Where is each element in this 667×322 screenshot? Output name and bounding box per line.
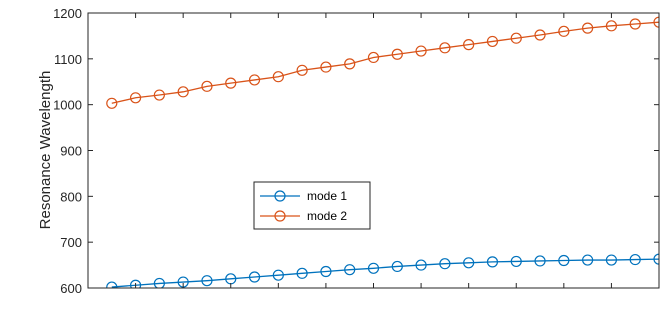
plot-area: [88, 13, 659, 288]
series-line-1: [111, 258, 659, 288]
data-point: [653, 16, 659, 28]
data-point: [296, 267, 308, 279]
data-point: [629, 253, 641, 266]
data-point: [510, 255, 522, 268]
data-point: [153, 277, 165, 288]
legend-box: [253, 181, 371, 230]
data-point: [344, 58, 356, 70]
data-point: [367, 51, 380, 64]
data-point: [367, 262, 380, 274]
data-point: [415, 259, 427, 271]
data-point: [582, 22, 594, 34]
data-point: [129, 279, 142, 288]
data-point: [439, 42, 451, 54]
legend-marker: [274, 210, 286, 222]
legend: mode 1 mode 2: [253, 181, 371, 230]
legend-label: mode 1: [307, 189, 347, 203]
data-point: [629, 18, 641, 30]
data-point: [320, 265, 332, 278]
data-point: [129, 92, 142, 104]
data-point: [272, 71, 284, 83]
data-point: [534, 255, 546, 267]
y-tick-label: 700: [60, 235, 82, 250]
data-point: [653, 253, 659, 265]
series-layer: [106, 16, 659, 288]
data-point: [225, 77, 237, 89]
data-point: [486, 35, 499, 48]
data-point: [439, 258, 451, 270]
data-point: [463, 39, 475, 51]
data-point: [486, 256, 499, 268]
data-point: [248, 271, 261, 283]
data-point: [153, 89, 165, 101]
data-point: [391, 48, 403, 60]
data-point: [106, 281, 118, 288]
data-point: [272, 269, 284, 281]
data-point: [558, 254, 570, 267]
y-tick-label: 900: [60, 144, 82, 159]
data-point: [534, 29, 546, 41]
data-point: [201, 275, 213, 287]
data-point: [201, 80, 213, 92]
data-point: [391, 260, 403, 273]
data-point: [415, 45, 427, 57]
data-point: [177, 86, 189, 98]
data-point: [248, 74, 261, 86]
y-axis-label: Resonance Wavelength: [37, 71, 54, 230]
data-point: [106, 97, 118, 109]
y-tick-label: 800: [60, 189, 82, 204]
data-point: [605, 254, 618, 266]
data-point: [296, 64, 308, 76]
data-point: [320, 61, 332, 73]
tick-layer: 600 700 800 900 1000 1100 1200: [53, 6, 660, 296]
data-point: [605, 20, 618, 32]
data-point: [582, 254, 594, 266]
y-tick-label: 600: [60, 281, 82, 296]
series-line-2: [111, 21, 659, 104]
data-point: [558, 25, 570, 37]
legend-marker: [274, 190, 286, 202]
y-tick-label: 1000: [53, 98, 82, 113]
legend-label: mode 2: [307, 209, 347, 223]
data-point: [510, 32, 522, 44]
y-tick-label: 1200: [53, 6, 82, 21]
data-point: [344, 264, 356, 276]
y-tick-label: 1100: [54, 52, 82, 67]
data-point: [463, 257, 475, 269]
